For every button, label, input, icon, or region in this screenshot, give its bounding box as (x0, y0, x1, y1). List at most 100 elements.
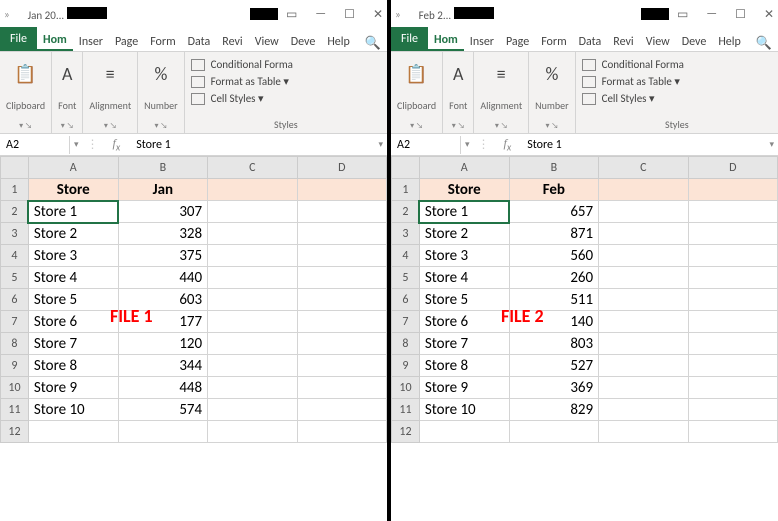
tab-revi[interactable]: Revi (216, 31, 248, 51)
tab-deve[interactable]: Deve (285, 31, 322, 51)
cell[interactable] (688, 223, 777, 245)
tab-inser[interactable]: Inser (73, 31, 109, 51)
cell[interactable] (599, 289, 688, 311)
cell[interactable] (297, 289, 386, 311)
col-header-A[interactable]: A (419, 157, 509, 179)
cell[interactable] (599, 311, 688, 333)
row-header[interactable]: 9 (1, 355, 29, 377)
cell[interactable]: 527 (509, 355, 599, 377)
row-header[interactable]: 6 (1, 289, 29, 311)
ribbon-group-number[interactable]: %Number▾ ↘ (529, 52, 575, 133)
row-header[interactable]: 2 (392, 201, 420, 223)
cell[interactable] (208, 201, 297, 223)
row-header[interactable]: 7 (392, 311, 420, 333)
cell[interactable]: 440 (118, 267, 208, 289)
tab-file[interactable]: File (391, 27, 428, 51)
cell[interactable]: 560 (509, 245, 599, 267)
cell[interactable]: Store 6 (419, 311, 509, 333)
row-header[interactable]: 10 (1, 377, 29, 399)
row-header[interactable]: 5 (392, 267, 420, 289)
cell[interactable]: 511 (509, 289, 599, 311)
cell[interactable] (297, 399, 386, 421)
cell[interactable] (599, 245, 688, 267)
cell[interactable]: Store 4 (419, 267, 509, 289)
cell[interactable]: 177 (118, 311, 208, 333)
row-header[interactable]: 8 (392, 333, 420, 355)
cell[interactable] (297, 333, 386, 355)
minimize-icon[interactable]: — (315, 7, 326, 21)
cell[interactable]: Store 10 (419, 399, 509, 421)
cell[interactable]: Store 2 (28, 223, 118, 245)
cell[interactable] (297, 245, 386, 267)
styles-item[interactable]: Conditional Forma (582, 56, 772, 73)
styles-item[interactable]: Format as Table ▾ (582, 73, 772, 90)
cell[interactable]: 803 (509, 333, 599, 355)
fx-icon[interactable]: fx (103, 136, 131, 153)
tab-help[interactable]: Help (321, 31, 356, 51)
row-header[interactable]: 4 (1, 245, 29, 267)
ribbon-group-number[interactable]: %Number▾ ↘ (138, 52, 184, 133)
styles-item[interactable]: Cell Styles ▾ (191, 90, 381, 107)
cell[interactable]: 829 (509, 399, 599, 421)
cell[interactable] (688, 201, 777, 223)
tab-hom[interactable]: Hom (37, 29, 73, 51)
spreadsheet-grid[interactable]: ABCD1StoreFeb2Store 16573Store 28714Stor… (391, 156, 778, 443)
formula-bar[interactable]: Store 1 (521, 136, 765, 154)
cell[interactable]: 369 (509, 377, 599, 399)
cell[interactable] (208, 355, 297, 377)
tab-hom[interactable]: Hom (428, 29, 464, 51)
cell[interactable] (688, 377, 777, 399)
cell[interactable] (599, 267, 688, 289)
col-header-C[interactable]: C (208, 157, 297, 179)
cell[interactable]: Store 7 (419, 333, 509, 355)
cell[interactable] (297, 377, 386, 399)
row-header[interactable]: 10 (392, 377, 420, 399)
cell[interactable] (297, 355, 386, 377)
cell[interactable]: Store 8 (419, 355, 509, 377)
styles-item[interactable]: Format as Table ▾ (191, 73, 381, 90)
cell[interactable]: Store 5 (419, 289, 509, 311)
cell[interactable] (297, 201, 386, 223)
tab-view[interactable]: View (640, 31, 676, 51)
col-header-A[interactable]: A (28, 157, 118, 179)
col-header-B[interactable]: B (509, 157, 599, 179)
cell[interactable]: 328 (118, 223, 208, 245)
col-header-D[interactable]: D (688, 157, 777, 179)
cell[interactable]: Store (419, 179, 509, 201)
cell[interactable]: Store 1 (419, 201, 509, 223)
ribbon-group-alignment[interactable]: ≡Alignment▾ ↘ (83, 52, 138, 133)
cell[interactable]: Store 6 (28, 311, 118, 333)
cell[interactable] (208, 245, 297, 267)
tab-data[interactable]: Data (182, 31, 217, 51)
spreadsheet-grid[interactable]: ABCD1StoreJan2Store 13073Store 23284Stor… (0, 156, 387, 443)
tab-help[interactable]: Help (712, 31, 747, 51)
cell[interactable] (599, 223, 688, 245)
cell[interactable] (208, 223, 297, 245)
cell[interactable]: 375 (118, 245, 208, 267)
row-header[interactable]: 12 (392, 421, 420, 443)
maximize-icon[interactable]: ☐ (344, 7, 355, 22)
select-all[interactable] (392, 157, 420, 179)
cell[interactable] (688, 245, 777, 267)
cell[interactable]: 260 (509, 267, 599, 289)
styles-item[interactable]: Cell Styles ▾ (582, 90, 772, 107)
cell[interactable] (208, 267, 297, 289)
cell[interactable] (208, 289, 297, 311)
tab-page[interactable]: Page (500, 31, 535, 51)
tab-data[interactable]: Data (573, 31, 608, 51)
tab-view[interactable]: View (249, 31, 285, 51)
cell[interactable] (297, 267, 386, 289)
name-box[interactable]: A2 (391, 136, 461, 154)
cell[interactable] (208, 311, 297, 333)
cell[interactable] (688, 355, 777, 377)
tab-inser[interactable]: Inser (464, 31, 500, 51)
cell[interactable]: Store 10 (28, 399, 118, 421)
ribbon-group-alignment[interactable]: ≡Alignment▾ ↘ (474, 52, 529, 133)
cell[interactable] (599, 333, 688, 355)
cell[interactable] (208, 333, 297, 355)
row-header[interactable]: 12 (1, 421, 29, 443)
cell[interactable]: Store 5 (28, 289, 118, 311)
cell[interactable] (599, 355, 688, 377)
tab-deve[interactable]: Deve (676, 31, 713, 51)
search-icon[interactable]: 🔍 (365, 36, 387, 51)
